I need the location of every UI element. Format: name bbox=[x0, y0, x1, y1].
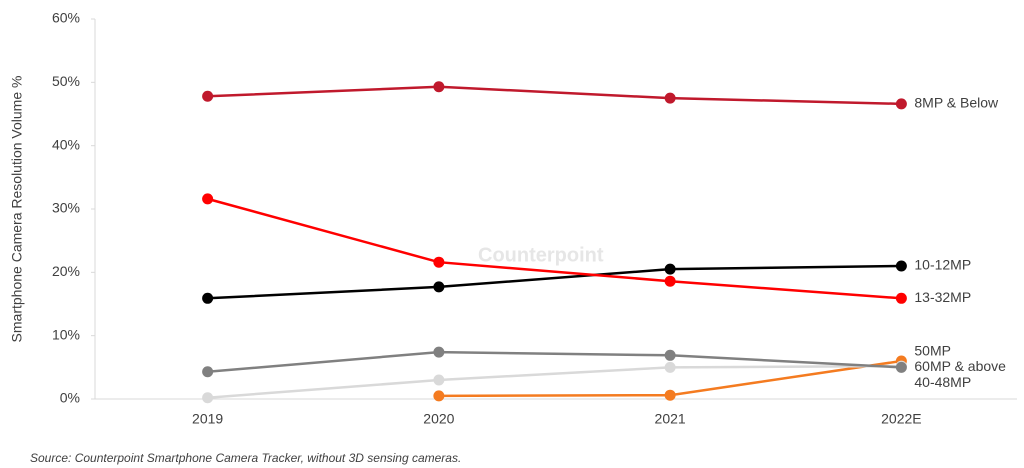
y-tick-label: 20% bbox=[52, 263, 80, 279]
series-label: 8MP & Below bbox=[914, 95, 999, 111]
data-point bbox=[202, 392, 214, 404]
x-tick-label: 2019 bbox=[192, 411, 223, 427]
source-note: Source: Counterpoint Smartphone Camera T… bbox=[30, 451, 461, 465]
y-tick-label: 40% bbox=[52, 136, 80, 152]
data-point bbox=[664, 263, 676, 275]
data-point bbox=[664, 92, 676, 104]
data-point bbox=[433, 81, 445, 93]
y-axis-label: Smartphone Camera Resolution Volume % bbox=[9, 76, 25, 343]
data-point bbox=[895, 292, 907, 304]
x-tick-label: 2022E bbox=[881, 411, 921, 427]
data-point bbox=[895, 361, 907, 373]
data-point bbox=[433, 281, 445, 293]
y-tick-label: 30% bbox=[52, 200, 80, 216]
data-point bbox=[433, 256, 445, 268]
series-line bbox=[207, 364, 902, 399]
data-point bbox=[433, 346, 445, 358]
series-line bbox=[207, 350, 902, 374]
data-point bbox=[202, 90, 214, 102]
series-label: 13-32MP bbox=[914, 289, 971, 305]
y-tick-label: 0% bbox=[60, 390, 80, 406]
watermark: Counterpoint bbox=[478, 244, 604, 266]
series-line bbox=[207, 197, 902, 300]
series-label: 40-48MP bbox=[914, 374, 971, 390]
data-point bbox=[433, 374, 445, 386]
data-point bbox=[202, 366, 214, 378]
x-tick-label: 2021 bbox=[655, 411, 686, 427]
data-point bbox=[664, 275, 676, 287]
series-line bbox=[207, 85, 902, 106]
y-tick-label: 60% bbox=[52, 10, 80, 26]
data-point bbox=[664, 361, 676, 373]
series-label: 50MP bbox=[914, 343, 951, 359]
data-point bbox=[895, 260, 907, 272]
y-tick-label: 10% bbox=[52, 326, 80, 342]
data-point bbox=[664, 389, 676, 401]
data-point bbox=[202, 193, 214, 205]
data-point bbox=[202, 292, 214, 304]
data-point bbox=[433, 390, 445, 402]
series-label: 60MP & above bbox=[914, 358, 1006, 374]
data-point bbox=[895, 98, 907, 110]
data-point bbox=[664, 349, 676, 361]
x-tick-label: 2020 bbox=[423, 411, 454, 427]
y-tick-label: 50% bbox=[52, 73, 80, 89]
series-line bbox=[207, 264, 902, 300]
series-label: 10-12MP bbox=[914, 257, 971, 273]
